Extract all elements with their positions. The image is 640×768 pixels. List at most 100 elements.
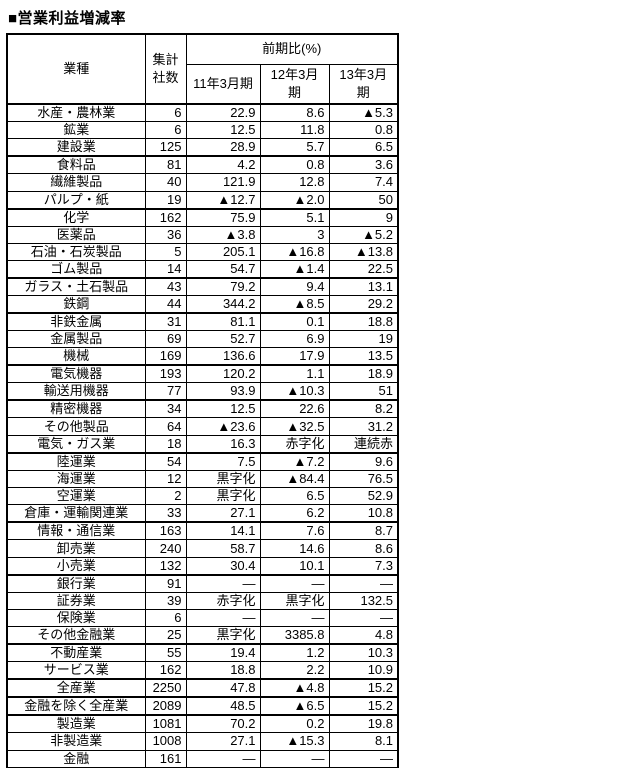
value-cell-fy11: 27.1: [185, 504, 261, 524]
count-cell: 39: [144, 591, 187, 610]
value-cell-fy13: 8.2: [328, 399, 399, 419]
value-cell-fy13: 76.5: [328, 469, 399, 489]
table-row: ガラス・土石製品 43 79.2 9.4 13.1: [6, 277, 399, 297]
value-cell-fy12: ▲15.3: [259, 732, 330, 751]
table-row: 海運業 12 黒字化 ▲84.4 76.5: [6, 469, 399, 489]
industry-cell: 石油・石炭製品: [6, 242, 146, 262]
page-title: ■営業利益増減率: [8, 10, 127, 27]
table-row: 保険業 6 ― ― ―: [6, 608, 399, 628]
value-cell-fy11: 黒字化: [185, 487, 261, 506]
industry-cell: 化学: [6, 208, 146, 227]
value-cell-fy13: 15.2: [328, 696, 399, 717]
value-cell-fy13: 10.9: [328, 661, 399, 681]
industry-cell: 製造業: [6, 714, 146, 734]
value-cell-fy11: 120.2: [185, 364, 261, 384]
value-cell-fy13: 9.6: [328, 452, 399, 471]
table-row: サービス業 162 18.8 2.2 10.9: [6, 661, 399, 681]
industry-cell: 不動産業: [6, 643, 146, 663]
value-cell-fy13: ―: [328, 574, 399, 593]
count-cell: 193: [144, 364, 187, 384]
value-cell-fy11: 27.1: [185, 732, 261, 751]
industry-cell: 食料品: [6, 155, 146, 175]
industry-cell: 証券業: [6, 591, 146, 610]
industry-cell: パルプ・紙: [6, 190, 146, 210]
value-cell-fy12: 6.9: [259, 330, 330, 349]
count-cell: 163: [144, 521, 187, 541]
table-row: 銀行業 91 ― ― ―: [6, 574, 399, 593]
value-cell-fy13: ―: [328, 608, 399, 628]
value-cell-fy13: 51: [328, 382, 399, 402]
value-cell-fy12: 14.6: [259, 539, 330, 558]
value-cell-fy13: 52.9: [328, 487, 399, 506]
industry-cell: 金融を除く全産業: [6, 696, 146, 717]
count-cell: 12: [144, 469, 187, 489]
value-cell-fy12: 8.6: [259, 103, 330, 122]
value-cell-fy13: 8.7: [328, 521, 399, 541]
value-cell-fy13: 3.6: [328, 155, 399, 175]
value-cell-fy11: ―: [185, 749, 261, 768]
count-cell: 14: [144, 260, 187, 280]
value-cell-fy12: 11.8: [259, 120, 330, 140]
value-cell-fy11: 93.9: [185, 382, 261, 402]
table-row: 繊維製品 40 121.9 12.8 7.4: [6, 173, 399, 192]
value-cell-fy13: 31.2: [328, 417, 399, 436]
value-cell-fy13: 15.2: [328, 678, 399, 699]
value-cell-fy11: 4.2: [185, 155, 261, 175]
value-cell-fy13: ▲13.8: [328, 242, 399, 262]
count-cell: 132: [144, 556, 187, 576]
count-cell: 40: [144, 173, 187, 192]
value-cell-fy12: 7.6: [259, 521, 330, 541]
col-header-period-group: 前期比(%): [185, 33, 399, 65]
value-cell-fy12: 2.2: [259, 661, 330, 681]
industry-cell: 輸送用機器: [6, 382, 146, 402]
table-row: その他製品 64 ▲23.6 ▲32.5 31.2: [6, 417, 399, 436]
industry-cell: 保険業: [6, 608, 146, 628]
col-header-fy11: 11年3月期: [185, 63, 261, 105]
count-cell: 69: [144, 330, 187, 349]
value-cell-fy12: ―: [259, 574, 330, 593]
value-cell-fy13: 4.8: [328, 626, 399, 646]
table-row: 陸運業 54 7.5 ▲7.2 9.6: [6, 452, 399, 471]
value-cell-fy13: 29.2: [328, 295, 399, 315]
count-cell: 1008: [144, 732, 187, 751]
value-cell-fy13: 連続赤: [328, 434, 399, 454]
industry-cell: その他金融業: [6, 626, 146, 646]
table-row: 非鉄金属 31 81.1 0.1 18.8: [6, 312, 399, 332]
table-row: 卸売業 240 58.7 14.6 8.6: [6, 539, 399, 558]
industry-cell: 小売業: [6, 556, 146, 576]
value-cell-fy13: 22.5: [328, 260, 399, 280]
count-cell: 25: [144, 626, 187, 646]
industry-cell: 金融: [6, 749, 146, 768]
count-cell: 2089: [144, 696, 187, 717]
value-cell-fy12: ▲32.5: [259, 417, 330, 436]
table-body: 水産・農林業 6 22.9 8.6 ▲5.3 鉱業 6 12.5 11.8 0.8 建設業 125 28…: [6, 103, 399, 768]
value-cell-fy13: ▲5.3: [328, 103, 399, 122]
table-row: 製造業 1081 70.2 0.2 19.8: [6, 714, 399, 734]
count-cell: 5: [144, 242, 187, 262]
value-cell-fy12: ▲1.4: [259, 260, 330, 280]
count-cell: 6: [144, 103, 187, 122]
table-row: 証券業 39 赤字化 黒字化 132.5: [6, 591, 399, 610]
table-row: 水産・農林業 6 22.9 8.6 ▲5.3: [6, 103, 399, 122]
value-cell-fy11: 黒字化: [185, 626, 261, 646]
value-cell-fy13: 50: [328, 190, 399, 210]
value-cell-fy13: 13.5: [328, 347, 399, 367]
value-cell-fy13: 7.3: [328, 556, 399, 576]
col-header-industry: 業種: [6, 33, 146, 105]
value-cell-fy12: ▲7.2: [259, 452, 330, 471]
count-cell: 77: [144, 382, 187, 402]
industry-cell: 非鉄金属: [6, 312, 146, 332]
value-cell-fy11: 18.8: [185, 661, 261, 681]
table-row: 全産業 2250 47.8 ▲4.8 15.2: [6, 678, 399, 699]
count-cell: 240: [144, 539, 187, 558]
value-cell-fy12: 10.1: [259, 556, 330, 576]
value-cell-fy12: ▲84.4: [259, 469, 330, 489]
count-cell: 125: [144, 138, 187, 158]
value-cell-fy13: 19.8: [328, 714, 399, 734]
table-row: 医薬品 36 ▲3.8 3 ▲5.2: [6, 225, 399, 244]
value-cell-fy12: 0.2: [259, 714, 330, 734]
header-row-1: 業種 集計 社数 前期比(%): [6, 33, 399, 105]
count-cell: 54: [144, 452, 187, 471]
table-row: 精密機器 34 12.5 22.6 8.2: [6, 399, 399, 419]
value-cell-fy11: 52.7: [185, 330, 261, 349]
